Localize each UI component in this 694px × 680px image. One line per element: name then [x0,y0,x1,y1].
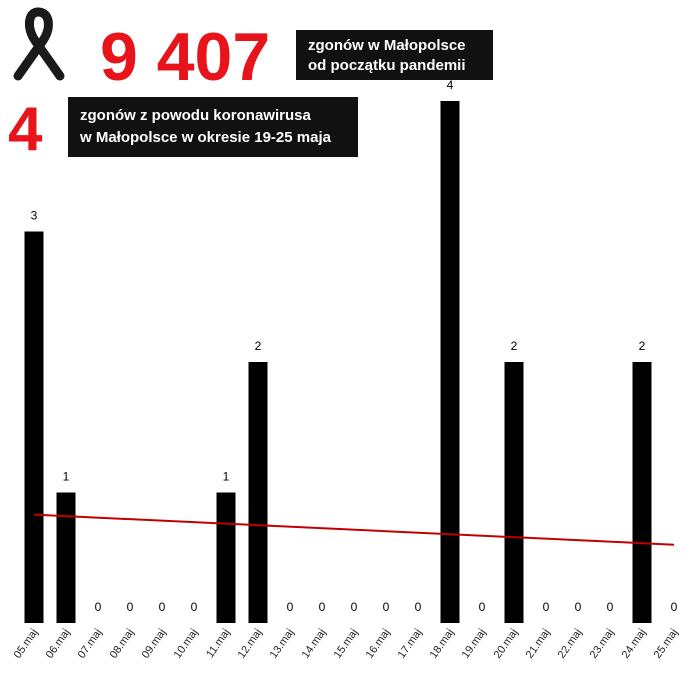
caption-line: zgonów w Małopolsce [308,37,466,54]
bar [216,492,236,623]
bar [248,362,268,623]
x-tick-label: 11.maj [204,627,232,660]
ribbon-icon [13,7,65,81]
data-label: 0 [479,600,486,614]
x-tick-label: 25.maj [652,627,681,661]
bar [504,362,524,623]
x-tick-label: 18.maj [428,627,457,661]
x-tick-label: 12.maj [236,627,265,661]
week-number: 4 [8,95,43,164]
data-label: 1 [63,470,70,484]
caption-line: w Małopolsce w okresie 19-25 maja [79,129,332,146]
data-label: 0 [383,600,390,614]
data-label: 0 [543,600,550,614]
data-label: 3 [31,209,38,223]
x-tick-label: 24.maj [620,627,649,661]
x-tick-label: 19.maj [460,627,489,661]
x-tick-label: 15.maj [332,627,361,661]
x-tick-label: 07.maj [76,627,105,661]
x-tick-label: 22.maj [556,627,585,661]
data-label: 0 [191,600,198,614]
x-tick-label: 08.maj [108,627,137,661]
data-label: 0 [607,600,614,614]
x-tick-label: 14.maj [300,627,329,661]
data-label: 2 [511,339,518,353]
data-label: 0 [287,600,294,614]
data-label: 0 [575,600,582,614]
x-tick-label: 13.maj [268,627,297,661]
x-tick-label: 20.maj [492,627,521,661]
x-tick-label: 10.maj [172,627,201,661]
trend-line [33,513,675,546]
data-label: 0 [127,600,134,614]
x-tick-label: 05.maj [12,627,41,661]
x-tick-label: 17.maj [396,627,425,661]
caption-line: od początku pandemii [308,57,466,74]
x-tick-label: 09.maj [140,627,169,661]
x-tick-label: 06.maj [44,627,73,661]
data-label: 0 [415,600,422,614]
caption-box [296,30,493,80]
bar [632,362,652,623]
data-label: 2 [255,339,262,353]
caption-box [68,97,358,157]
bar [24,231,44,623]
data-label: 0 [351,600,358,614]
x-tick-label: 21.maj [524,627,553,661]
caption-line: zgonów z powodu koronawirusa [80,107,311,124]
data-label: 0 [95,600,102,614]
bar [440,101,460,623]
bar [56,492,76,623]
data-label: 2 [639,339,646,353]
data-label: 0 [319,600,326,614]
data-label: 4 [447,78,454,92]
x-tick-label: 16.maj [364,627,393,661]
x-tick-label: 23.maj [588,627,617,661]
data-label: 1 [223,470,230,484]
data-label: 0 [671,600,678,614]
total-number: 9 407 [100,19,270,95]
data-label: 0 [159,600,166,614]
